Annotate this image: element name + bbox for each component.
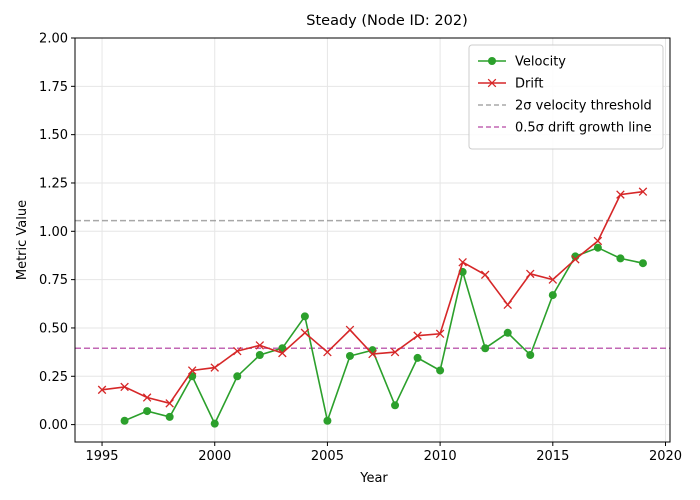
legend: Velocity Drift 2σ velocity threshold 0.5σ d…: [468, 44, 664, 150]
data-point: [345, 325, 355, 335]
y-tick-label: 0.25: [39, 370, 68, 385]
legend-item: 0.5σ drift growth line: [478, 121, 652, 136]
legend-marker: [488, 57, 496, 65]
y-tick-label: 1.50: [39, 128, 68, 143]
data-point: [120, 382, 129, 392]
data-point: [458, 257, 467, 267]
data-point: [187, 366, 197, 375]
data-point: [638, 259, 647, 268]
data-point: [480, 270, 490, 280]
series-drift: [97, 187, 648, 408]
series-layer: [97, 187, 648, 428]
data-point: [548, 275, 558, 284]
x-tick-label: 2000: [198, 449, 231, 464]
y-tick-label: 1.75: [39, 80, 68, 95]
series-line: [101, 190, 644, 405]
x-tick-label: 2020: [649, 449, 682, 464]
x-tick-label: 1995: [85, 449, 118, 464]
data-point: [616, 254, 625, 263]
data-point: [142, 393, 152, 402]
y-tick-label: 0.75: [39, 273, 68, 288]
data-point: [593, 243, 602, 252]
y-tick-label: 0.00: [39, 418, 68, 433]
data-point: [165, 399, 174, 408]
legend-marker: [487, 78, 497, 88]
data-point: [210, 363, 219, 372]
x-tick-label: 2015: [536, 449, 569, 464]
data-point: [255, 341, 265, 350]
data-point: [616, 190, 625, 199]
series-line: [124, 246, 644, 426]
x-tick-label: 2005: [311, 449, 344, 464]
legend-box: [468, 44, 664, 150]
x-tick-label: 2010: [424, 449, 457, 464]
data-point: [300, 328, 310, 338]
chart-title: Steady (Node ID: 202): [306, 13, 467, 29]
data-point: [413, 331, 422, 340]
data-point: [526, 351, 535, 360]
reference-lines: [75, 219, 670, 349]
data-point: [323, 347, 332, 357]
plot-frame: [74, 37, 671, 443]
data-point: [345, 351, 354, 360]
y-axis: 0.00 0.25 0.50 0.75 1.00 1.25 1.50 1.75 2.00: [39, 32, 75, 433]
data-point: [435, 329, 445, 339]
data-point: [210, 419, 219, 428]
data-point: [593, 236, 603, 246]
data-point: [548, 291, 557, 300]
data-point: [255, 351, 264, 360]
data-point: [120, 416, 129, 425]
data-point: [503, 328, 512, 337]
x-axis-label: Year: [359, 471, 388, 486]
y-tick-label: 2.00: [39, 32, 68, 47]
y-tick-label: 1.00: [39, 225, 68, 240]
legend-label: 0.5σ drift growth line: [515, 121, 652, 136]
data-point: [97, 385, 107, 395]
data-point: [638, 187, 648, 196]
data-point: [233, 346, 242, 356]
data-point: [143, 407, 152, 416]
data-point: [323, 416, 332, 425]
legend-label: Velocity: [515, 55, 566, 70]
data-point: [391, 401, 400, 410]
x-axis: 1995 2000 2005 2010 2015 2020: [85, 442, 682, 464]
y-axis-label: Metric Value: [15, 200, 30, 280]
data-point: [413, 353, 422, 362]
data-point: [503, 300, 512, 310]
data-point: [436, 366, 445, 375]
data-point: [526, 269, 535, 279]
data-point: [165, 412, 174, 421]
legend-label: 2σ velocity threshold: [515, 99, 652, 114]
legend-item: 2σ velocity threshold: [478, 99, 652, 114]
legend-item: Drift: [478, 77, 543, 92]
data-point: [481, 344, 490, 353]
data-point: [571, 255, 580, 264]
data-point: [390, 347, 400, 357]
series-velocity: [120, 243, 647, 428]
legend-item: Velocity: [478, 55, 566, 70]
y-tick-label: 1.25: [39, 176, 68, 191]
data-point: [368, 349, 377, 359]
data-point: [278, 348, 287, 358]
data-point: [233, 372, 242, 381]
data-point: [300, 312, 309, 321]
y-tick-label: 0.50: [39, 321, 68, 336]
legend-label: Drift: [515, 77, 543, 92]
